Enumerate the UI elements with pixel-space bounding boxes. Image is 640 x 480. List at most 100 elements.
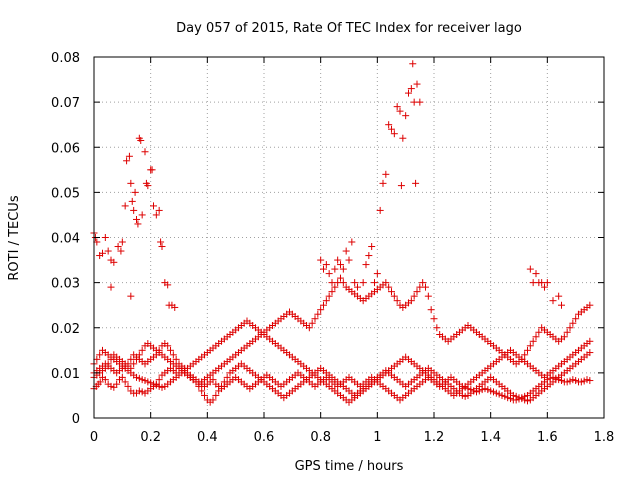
data-point (407, 297, 415, 305)
data-point (342, 247, 350, 255)
data-point (524, 346, 531, 354)
data-point (385, 283, 393, 291)
data-point (586, 337, 594, 345)
data-point (169, 351, 177, 359)
data-point (385, 121, 393, 129)
data-point (328, 288, 336, 296)
data-point (164, 342, 172, 350)
y-tick-label: 0 (72, 412, 80, 427)
data-point (532, 270, 540, 278)
data-point (532, 333, 540, 341)
data-point (164, 281, 172, 289)
data-point (419, 279, 427, 287)
data-point (121, 378, 129, 386)
data-point (424, 292, 432, 300)
data-point (322, 297, 330, 305)
data-point (331, 265, 339, 273)
data-point (311, 315, 319, 323)
data-point (152, 381, 160, 389)
data-point (198, 387, 206, 395)
data-point (135, 374, 143, 382)
data-point (317, 306, 325, 314)
data-point (413, 80, 421, 88)
data-point (167, 346, 174, 354)
data-point (118, 238, 126, 246)
data-point (393, 297, 401, 305)
data-point (416, 98, 424, 106)
data-point (134, 220, 142, 228)
data-point (118, 373, 126, 381)
data-point (127, 292, 135, 300)
data-point (509, 391, 517, 399)
data-point (388, 125, 395, 133)
data-point (125, 152, 133, 160)
data-point (410, 292, 418, 300)
data-point (586, 377, 594, 385)
data-point (218, 382, 225, 390)
y-tick-label: 0.04 (51, 232, 80, 247)
data-point (155, 206, 163, 214)
data-point (325, 292, 333, 300)
data-point (379, 179, 387, 187)
data-point (382, 170, 390, 178)
data-point (560, 333, 568, 341)
x-tick-label: 0 (90, 430, 98, 445)
data-point (317, 256, 325, 264)
data-point (402, 112, 410, 120)
data-point (201, 391, 208, 399)
data-point (365, 252, 373, 260)
data-point (215, 387, 223, 395)
data-point (101, 234, 109, 241)
data-point (325, 270, 333, 278)
data-point (137, 136, 145, 144)
data-point (407, 85, 415, 93)
data-point (155, 376, 163, 384)
data-point (339, 279, 347, 287)
data-point (101, 364, 109, 372)
y-tick-label: 0.02 (51, 322, 80, 337)
data-point (526, 342, 534, 350)
data-point (566, 324, 574, 332)
data-point (135, 387, 143, 395)
x-tick-label: 1.6 (537, 430, 558, 445)
grid-lines (94, 57, 604, 418)
chart-title: Day 057 of 2015, Rate Of TEC Index for r… (176, 21, 522, 36)
data-point (209, 376, 217, 384)
x-tick-label: 0.2 (140, 430, 161, 445)
data-point (577, 378, 585, 386)
data-point (209, 396, 217, 404)
data-point (586, 301, 594, 309)
y-tick-label: 0.01 (51, 367, 80, 382)
data-point (586, 349, 594, 357)
data-point (354, 283, 361, 291)
data-point (409, 60, 417, 68)
data-point (104, 360, 112, 368)
data-point (96, 378, 104, 386)
data-point (172, 355, 180, 363)
x-tick-labels: 0 0.2 0.4 0.6 0.8 1 1.2 1.4 1.6 1.8 (90, 430, 614, 445)
data-point (371, 279, 378, 287)
data-point (393, 103, 401, 111)
y-tick-label: 0.08 (51, 51, 80, 66)
data-point (397, 182, 405, 190)
data-point (121, 202, 129, 210)
data-point (171, 303, 179, 311)
data-point (368, 243, 376, 251)
data-point (220, 378, 228, 386)
data-point (314, 310, 322, 318)
data-point (351, 279, 359, 287)
x-tick-label: 1.4 (480, 430, 501, 445)
data-point (373, 270, 381, 278)
data-point (212, 391, 220, 399)
data-point (427, 306, 435, 314)
data-point (569, 376, 577, 384)
x-axis-label: GPS time / hours (295, 459, 404, 474)
data-point (138, 346, 146, 354)
axis-ticks (93, 56, 605, 419)
data-point (308, 319, 316, 327)
data-point (390, 130, 398, 138)
y-tick-label: 0.05 (51, 186, 80, 201)
data-point (131, 188, 139, 196)
